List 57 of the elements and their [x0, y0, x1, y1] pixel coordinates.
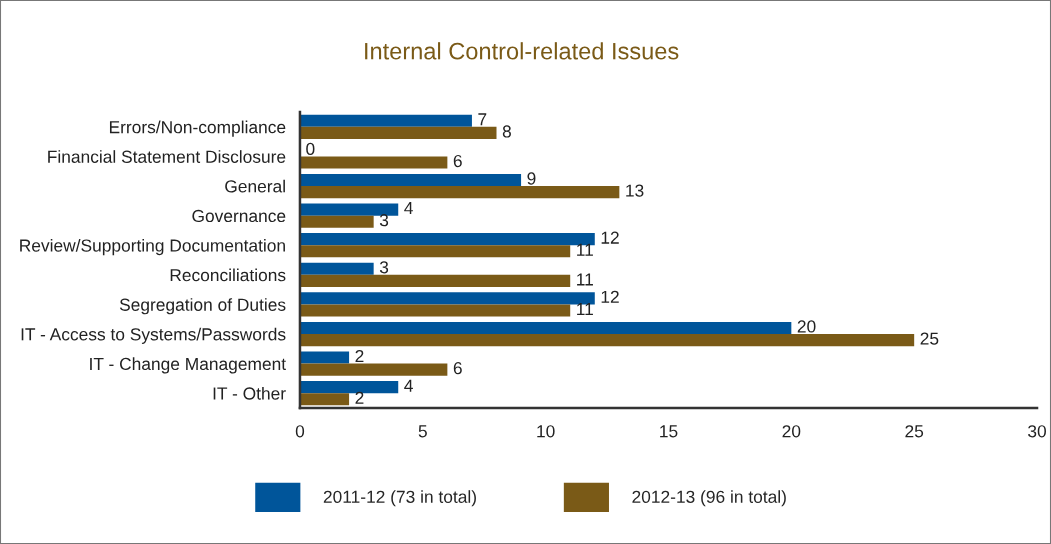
bar: [299, 393, 350, 406]
bar: [299, 203, 399, 216]
y-tick-label: IT - Other: [213, 386, 286, 400]
y-tick-label: General: [225, 179, 285, 193]
data-label: 20: [797, 320, 816, 333]
y-tick-label: Review/Supporting Documentation: [20, 238, 285, 256]
data-label: 6: [453, 362, 462, 375]
x-tick-label: 30: [1028, 425, 1046, 438]
y-tick-label: Financial Statement Disclosure: [48, 150, 286, 163]
data-label: 8: [502, 125, 511, 138]
x-tick-label: 20: [782, 425, 801, 438]
y-tick-label: Governance: [192, 209, 286, 223]
bar: [299, 321, 792, 335]
data-label: 4: [404, 202, 413, 215]
data-label: 11: [577, 243, 593, 256]
x-tick-label: 5: [418, 425, 427, 438]
bar: [299, 334, 915, 347]
data-label: 25: [920, 332, 939, 345]
data-label: 3: [379, 261, 389, 274]
data-label: 0: [306, 142, 315, 156]
legend-label: 2011-12 (73 in total): [323, 490, 476, 507]
data-label: 11: [577, 273, 593, 286]
data-label: 11: [577, 303, 593, 315]
bar: [299, 351, 350, 364]
data-label: 3: [379, 214, 389, 227]
data-label: 4: [404, 379, 413, 392]
x-tick-label: 15: [660, 425, 678, 438]
y-tick-label: IT - Access to Systems/Passwords: [21, 327, 286, 344]
y-tick-label: IT - Change Management: [90, 357, 286, 374]
bar: [299, 215, 374, 228]
data-label: 9: [527, 172, 536, 185]
legend-label: 2012-13 (96 in total): [632, 490, 786, 507]
y-tick-label: Segregation of Duties: [119, 298, 286, 315]
bar: [299, 262, 374, 275]
bar: [299, 274, 571, 287]
data-label: 7: [478, 113, 487, 126]
bar: [299, 363, 448, 376]
data-label: 13: [626, 184, 644, 197]
x-tick-label: 25: [905, 425, 924, 438]
data-label: 12: [601, 231, 619, 244]
bar: [299, 186, 620, 199]
chart-title: Internal Control-related Issues: [365, 42, 679, 60]
bar: [299, 156, 448, 169]
bar: [299, 304, 571, 317]
x-tick-label: 0: [295, 425, 305, 438]
data-label: 2: [355, 391, 364, 404]
data-label: 12: [601, 290, 619, 303]
bar: [299, 292, 595, 305]
y-tick-label: Reconciliations: [170, 268, 286, 282]
x-tick-label: 10: [537, 425, 555, 438]
bar: [299, 245, 571, 258]
bar: [299, 126, 497, 139]
data-label: 6: [453, 154, 462, 168]
bar: [299, 114, 472, 127]
y-tick-label: Errors/Non-compliance: [109, 120, 286, 137]
data-label: 2: [355, 349, 364, 363]
bar: [299, 173, 522, 187]
